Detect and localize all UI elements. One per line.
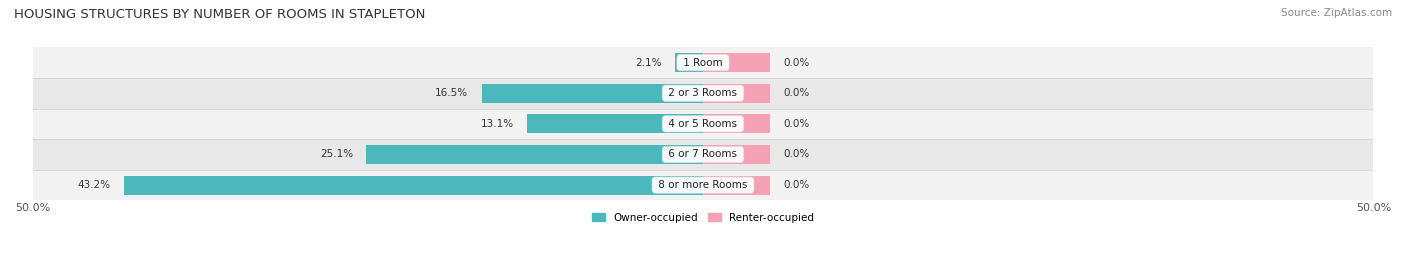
Text: 2 or 3 Rooms: 2 or 3 Rooms (665, 88, 741, 98)
Bar (703, 145, 770, 164)
Bar (703, 176, 770, 194)
Bar (703, 114, 770, 133)
Legend: Owner-occupied, Renter-occupied: Owner-occupied, Renter-occupied (592, 213, 814, 223)
Text: 0.0%: 0.0% (783, 58, 810, 68)
Bar (675, 53, 703, 72)
Text: 2.1%: 2.1% (636, 58, 661, 68)
Text: Source: ZipAtlas.com: Source: ZipAtlas.com (1281, 8, 1392, 18)
Bar (32, 47, 1374, 78)
Text: 8 or more Rooms: 8 or more Rooms (655, 180, 751, 190)
Bar (124, 176, 703, 194)
Text: HOUSING STRUCTURES BY NUMBER OF ROOMS IN STAPLETON: HOUSING STRUCTURES BY NUMBER OF ROOMS IN… (14, 8, 426, 21)
Bar (32, 78, 1374, 108)
Text: 25.1%: 25.1% (321, 150, 353, 160)
Bar (527, 114, 703, 133)
Bar (703, 53, 770, 72)
Text: 16.5%: 16.5% (436, 88, 468, 98)
Text: 0.0%: 0.0% (783, 88, 810, 98)
Bar (32, 108, 1374, 139)
Bar (32, 139, 1374, 170)
Text: 1 Room: 1 Room (681, 58, 725, 68)
Text: 43.2%: 43.2% (77, 180, 111, 190)
Text: 0.0%: 0.0% (783, 180, 810, 190)
Text: 13.1%: 13.1% (481, 119, 515, 129)
Text: 0.0%: 0.0% (783, 150, 810, 160)
Text: 4 or 5 Rooms: 4 or 5 Rooms (665, 119, 741, 129)
Bar (32, 170, 1374, 200)
Bar (367, 145, 703, 164)
Text: 0.0%: 0.0% (783, 119, 810, 129)
Text: 6 or 7 Rooms: 6 or 7 Rooms (665, 150, 741, 160)
Bar (482, 84, 703, 103)
Bar (703, 84, 770, 103)
